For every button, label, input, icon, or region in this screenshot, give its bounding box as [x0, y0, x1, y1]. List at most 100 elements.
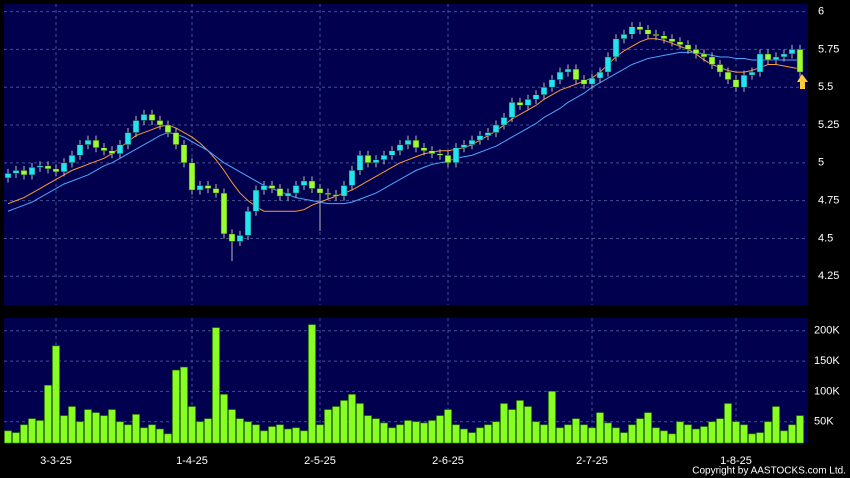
volume-bar	[516, 400, 524, 444]
candle-body	[140, 114, 148, 121]
volume-bar	[772, 406, 780, 444]
volume-bar	[468, 432, 476, 444]
volume-bar	[596, 412, 604, 444]
candle-body	[44, 165, 52, 170]
volume-bar	[52, 345, 60, 444]
copyright: Copyright by AASTOCKS.com Ltd.	[692, 466, 846, 477]
volume-bar	[228, 409, 236, 444]
candle-body	[708, 56, 716, 65]
candle-body	[588, 77, 596, 85]
volume-bar	[44, 385, 52, 444]
volume-bar	[748, 433, 756, 444]
volume-bar	[172, 369, 180, 444]
volume-bar	[692, 428, 700, 444]
candle-body	[252, 189, 260, 212]
volume-bar	[236, 418, 244, 444]
candle-body	[788, 49, 796, 55]
candle-body	[340, 185, 348, 197]
volume-bar	[580, 424, 588, 444]
candle-body	[516, 102, 524, 106]
candle-body	[668, 38, 676, 43]
y-tick-label: 4.5	[818, 232, 833, 244]
volume-bar	[196, 421, 204, 444]
volume-bar	[436, 415, 444, 444]
candle-body	[652, 34, 660, 37]
volume-tick-label: 50K	[814, 416, 834, 428]
candle-body	[284, 192, 292, 197]
candle-body	[492, 124, 500, 133]
candle-body	[508, 102, 516, 118]
volume-bar	[140, 427, 148, 444]
candle-body	[412, 139, 420, 148]
volume-bar	[788, 424, 796, 444]
candle-body	[332, 194, 340, 197]
candle-body	[236, 235, 244, 242]
volume-bar	[716, 418, 724, 444]
volume-bar	[268, 426, 276, 444]
candle-body	[444, 155, 452, 164]
volume-bar	[212, 327, 220, 444]
x-tick-label: 1-4-25	[176, 455, 208, 467]
candle-body	[132, 120, 140, 133]
candle-body	[84, 139, 92, 145]
volume-bar	[156, 428, 164, 444]
candle-body	[156, 120, 164, 126]
volume-bar	[548, 391, 556, 444]
volume-bar	[540, 424, 548, 444]
candle-body	[684, 44, 692, 50]
volume-bar	[628, 424, 636, 444]
candle-body	[500, 117, 508, 126]
volume-bar	[404, 420, 412, 444]
y-tick-label: 5	[818, 157, 824, 169]
volume-bar	[412, 421, 420, 444]
candle-body	[452, 147, 460, 164]
volume-bar	[620, 432, 628, 444]
volume-bar	[492, 421, 500, 444]
moving-average-line	[7, 51, 800, 212]
volume-bar	[36, 420, 44, 444]
candle-body	[380, 155, 388, 161]
candle-body	[348, 170, 356, 186]
y-tick-label: 6	[818, 5, 824, 17]
volume-bar	[364, 415, 372, 444]
candle-body	[580, 79, 588, 85]
volume-bar	[124, 424, 132, 444]
candle-body	[572, 68, 580, 80]
candle-body	[356, 155, 364, 171]
candle-body	[124, 132, 132, 145]
candle-body	[748, 71, 756, 76]
volume-tick-label: 100K	[814, 385, 840, 397]
candle-body	[476, 135, 484, 141]
volume-bar	[572, 418, 580, 444]
x-tick-label: 1-8-25	[720, 455, 752, 467]
candle-body	[524, 99, 532, 106]
candle-body	[780, 53, 788, 58]
candle-body	[60, 162, 68, 173]
volume-bar	[708, 421, 716, 444]
volume-bar	[484, 424, 492, 444]
volume-bar	[84, 409, 92, 444]
volume-bar	[316, 424, 324, 444]
candle-body	[628, 26, 636, 35]
candle-body	[300, 180, 308, 186]
volume-bar	[92, 412, 100, 444]
volume-bar	[68, 406, 76, 444]
plot: 4.25 4.5 4.75 5 5.25 5.5 5.75 6 50K 100K 150K 200K 3…	[4, 4, 840, 467]
x-tick-label: 2-6-25	[432, 455, 464, 467]
candle-body	[92, 139, 100, 148]
volume-bar	[780, 430, 788, 444]
candle-body	[612, 38, 620, 58]
candle-body	[12, 170, 20, 174]
candle-body	[276, 188, 284, 197]
volume-bar	[332, 406, 340, 444]
volume-bar	[636, 418, 644, 444]
candle-body	[404, 139, 412, 145]
candle-body	[556, 71, 564, 80]
y-tick-label: 4.25	[818, 270, 839, 282]
candle-body	[180, 144, 188, 164]
candle-body	[548, 79, 556, 88]
candle-body	[716, 64, 724, 73]
volume-bar	[300, 430, 308, 444]
volume-bar	[20, 424, 28, 444]
y-tick-label: 4.75	[818, 195, 839, 207]
